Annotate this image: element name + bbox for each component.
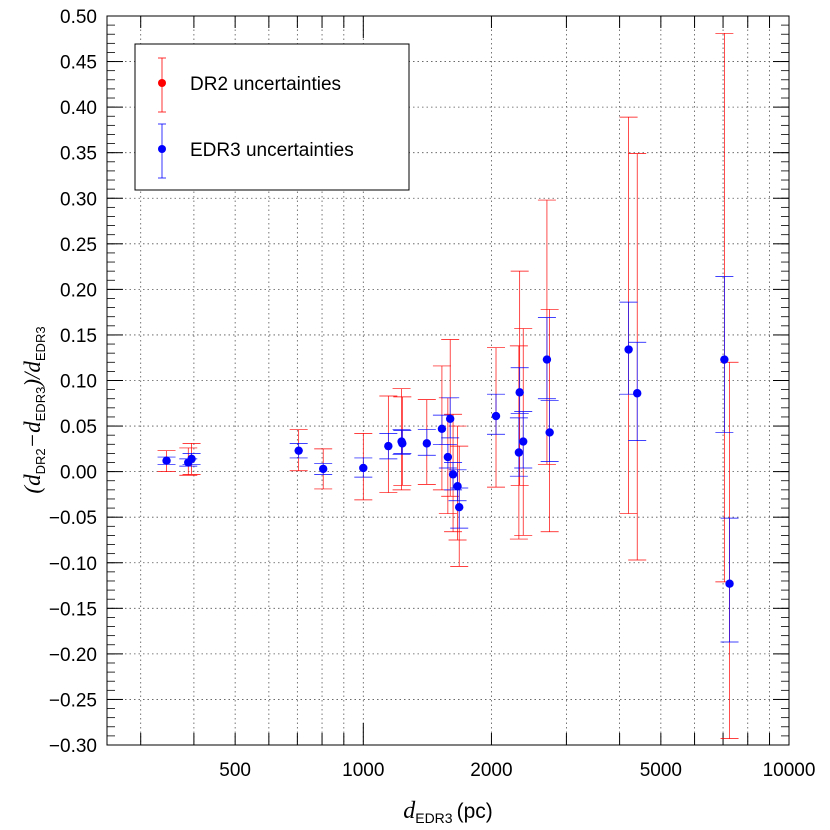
- edr3-error-bar: [509, 417, 528, 477]
- data-point: [542, 355, 552, 364]
- data-point: [545, 428, 554, 437]
- data-point: [398, 439, 407, 448]
- y-axis-title-part3: )/d: [20, 361, 45, 389]
- data-point: [445, 414, 455, 423]
- x-tick-label: 500: [219, 760, 251, 781]
- y-tick-label: 0.10: [60, 372, 97, 393]
- y-tick-label: 0.20: [60, 280, 97, 301]
- y-tick-labels: 0.50 0.45 0.40 0.35 0.30 0.25 0.20 0.15 0.10 0.05…: [49, 7, 97, 757]
- y-tick-label: −0.20: [49, 645, 97, 666]
- data-point: [455, 502, 464, 512]
- data-point: [453, 482, 462, 491]
- y-tick-label: 0.00: [60, 463, 97, 484]
- x-axis-title-sub: EDR3: [415, 810, 453, 826]
- x-axis-title-unit: (pc): [457, 800, 493, 823]
- y-tick-label: −0.25: [49, 690, 97, 711]
- legend: DR2 uncertainties EDR3 uncertainties: [134, 43, 410, 191]
- data-point: [422, 439, 432, 448]
- legend-marker-dr2: [158, 57, 166, 113]
- data-point: [318, 464, 328, 474]
- data-point: [514, 448, 524, 457]
- legend-marker-edr3: [158, 123, 166, 179]
- plot-frame: [106, 15, 790, 746]
- y-axis-title-part2: −d: [20, 421, 45, 449]
- data-point: [725, 579, 734, 588]
- data-point: [720, 355, 729, 364]
- y-axis-title-sub3: EDR3: [33, 326, 48, 361]
- y-axis-title-sub2: EDR3: [33, 387, 48, 422]
- x-tick-label: 5000: [640, 760, 682, 781]
- y-axis-title: (dDR2−dEDR3)/dEDR3: [20, 326, 48, 493]
- y-tick-label: 0.45: [60, 53, 97, 74]
- x-tick-label: 1000: [342, 760, 384, 781]
- data-point: [359, 463, 368, 473]
- x-tick-labels: 500 1000 2000 5000 10000: [219, 760, 815, 781]
- data-point: [448, 470, 458, 479]
- y-tick-label: −0.05: [49, 508, 97, 529]
- x-axis-title: dEDR3 (pc): [403, 798, 493, 826]
- y-tick-label: −0.10: [49, 554, 97, 575]
- y-tick-label: 0.35: [60, 144, 97, 165]
- y-axis-title-sub1: DR2: [33, 448, 48, 474]
- data-point: [294, 446, 303, 455]
- data-point: [624, 345, 633, 354]
- y-tick-label: 0.50: [60, 7, 97, 28]
- y-tick-label: 0.15: [60, 326, 97, 347]
- data-point: [384, 441, 393, 451]
- legend-label-edr3: EDR3 uncertainties: [190, 140, 354, 161]
- y-tick-label: 0.40: [60, 98, 97, 119]
- y-tick-label: −0.30: [49, 736, 97, 757]
- data-point: [515, 388, 524, 397]
- y-axis-title-part1: (d: [20, 474, 45, 494]
- edr3-error-bar: [715, 276, 734, 433]
- y-tick-label: 0.05: [60, 417, 97, 438]
- y-tick-label: 0.25: [60, 235, 97, 256]
- data-point: [187, 454, 196, 464]
- legend-label-dr2: DR2 uncertainties: [190, 74, 341, 95]
- y-tick-label: −0.15: [49, 599, 97, 620]
- x-axis-title-main: d: [403, 798, 416, 824]
- y-axis-ticks: [107, 15, 789, 746]
- x-tick-label: 2000: [470, 760, 512, 781]
- data-points: [162, 345, 734, 588]
- data-point: [633, 389, 642, 398]
- data-point: [491, 411, 501, 421]
- y-tick-label: 0.30: [60, 189, 97, 210]
- data-point: [443, 452, 453, 462]
- data-point: [519, 437, 528, 446]
- data-point: [162, 456, 171, 465]
- legend-box: [134, 43, 410, 191]
- x-tick-label: 10000: [763, 760, 816, 781]
- data-point: [437, 424, 447, 433]
